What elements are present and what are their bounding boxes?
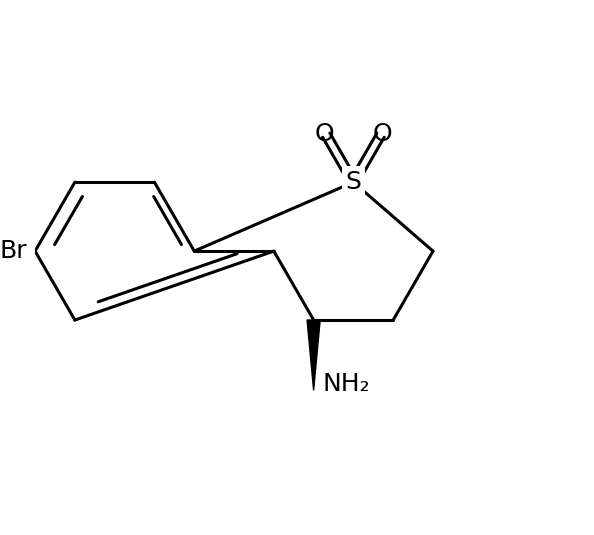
Text: Br: Br [0, 239, 27, 263]
Text: O: O [315, 122, 334, 146]
Text: S: S [346, 170, 361, 194]
Text: O: O [372, 122, 392, 146]
Polygon shape [307, 320, 320, 390]
Text: NH₂: NH₂ [323, 372, 371, 396]
